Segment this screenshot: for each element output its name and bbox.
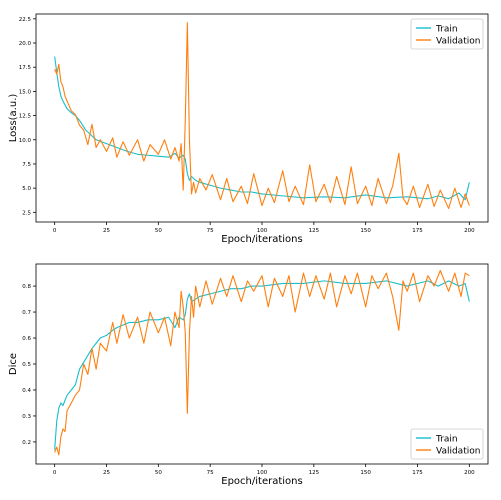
loss-x-axis-label: Epoch/iterations bbox=[221, 234, 302, 245]
loss-x-tick-label: 25 bbox=[103, 228, 110, 234]
dice-x-tick-label: 50 bbox=[155, 470, 162, 476]
loss-y-tick-label: 22.5 bbox=[19, 17, 32, 23]
loss-y-tick-label: 7.5 bbox=[22, 162, 31, 168]
dice-y-tick-label: 0.3 bbox=[22, 414, 31, 420]
loss-y-tick-label: 5.0 bbox=[22, 186, 31, 192]
dice-y-tick-label: 0.8 bbox=[22, 284, 31, 290]
loss-x-tick-label: 50 bbox=[155, 228, 162, 234]
dice-y-tick-label: 0.5 bbox=[22, 362, 31, 368]
dice-x-tick-label: 75 bbox=[207, 470, 214, 476]
dice-chart: 0 25 50 75 100 125 150 175 200 0.2 0.3 0.4 0.5 0.6 0.7… bbox=[8, 263, 489, 487]
loss-legend-box bbox=[410, 18, 484, 50]
dice-y-tick-label: 0.7 bbox=[22, 310, 31, 316]
dice-y-tick-label: 0.4 bbox=[22, 388, 31, 394]
dice-legend-box bbox=[410, 428, 484, 460]
dice-legend: Train Validation bbox=[410, 428, 484, 460]
loss-x-tick-label: 150 bbox=[360, 228, 371, 234]
loss-y-tick-label: 10.0 bbox=[19, 138, 32, 144]
loss-series-train-line bbox=[54, 56, 470, 201]
dice-x-tick-label: 150 bbox=[360, 470, 371, 476]
loss-y-tick-label: 15.0 bbox=[19, 89, 32, 95]
loss-chart: 0 25 50 75 100 125 150 175 200 2.5 5.0 7.5 10.0 12.5 1… bbox=[8, 13, 489, 245]
dice-legend-label-validation: Validation bbox=[436, 447, 480, 457]
dice-series-validation-line bbox=[54, 269, 470, 456]
dice-x-tick-label: 100 bbox=[257, 470, 268, 476]
loss-legend-label-train: Train bbox=[435, 25, 458, 35]
dice-y-tick-label: 0.2 bbox=[22, 440, 31, 446]
loss-x-tick-label: 125 bbox=[309, 228, 320, 234]
loss-y-axis-label: Loss(a.u.) bbox=[8, 94, 19, 143]
loss-y-tick-label: 12.5 bbox=[19, 114, 32, 120]
loss-y-tick-label: 2.5 bbox=[22, 210, 31, 216]
dice-x-tick-label: 200 bbox=[464, 470, 475, 476]
dice-x-tick-label: 125 bbox=[309, 470, 320, 476]
dice-x-tick-label: 175 bbox=[412, 470, 423, 476]
dice-legend-label-train: Train bbox=[435, 435, 458, 445]
loss-y-tick-label: 20.0 bbox=[19, 41, 32, 47]
loss-x-tick-label: 175 bbox=[412, 228, 423, 234]
loss-x-tick-label: 200 bbox=[464, 228, 475, 234]
dice-x-axis-label: Epoch/iterations bbox=[221, 476, 302, 487]
dice-y-axis-label: Dice bbox=[8, 353, 19, 375]
dice-series-train-line bbox=[54, 280, 470, 450]
loss-x-tick-label: 100 bbox=[257, 228, 268, 234]
loss-y-tick-label: 17.5 bbox=[19, 65, 32, 71]
loss-legend-label-validation: Validation bbox=[436, 37, 480, 47]
dice-y-tick-label: 0.6 bbox=[22, 336, 31, 342]
loss-legend: Train Validation bbox=[410, 18, 484, 50]
dice-x-tick-label: 25 bbox=[103, 470, 110, 476]
loss-x-tick-label: 0 bbox=[53, 228, 57, 234]
loss-series-validation-line bbox=[54, 22, 470, 210]
loss-x-tick-label: 75 bbox=[207, 228, 214, 234]
dice-x-tick-label: 0 bbox=[53, 470, 57, 476]
